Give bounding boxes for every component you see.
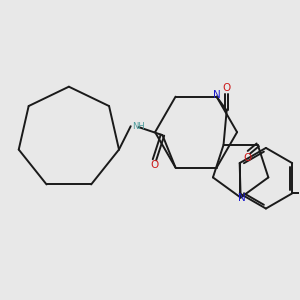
Text: O: O [223, 83, 231, 93]
Text: NH: NH [132, 122, 145, 131]
Text: O: O [244, 153, 252, 163]
Text: N: N [238, 193, 245, 202]
Text: O: O [150, 160, 158, 170]
Text: N: N [213, 90, 220, 100]
